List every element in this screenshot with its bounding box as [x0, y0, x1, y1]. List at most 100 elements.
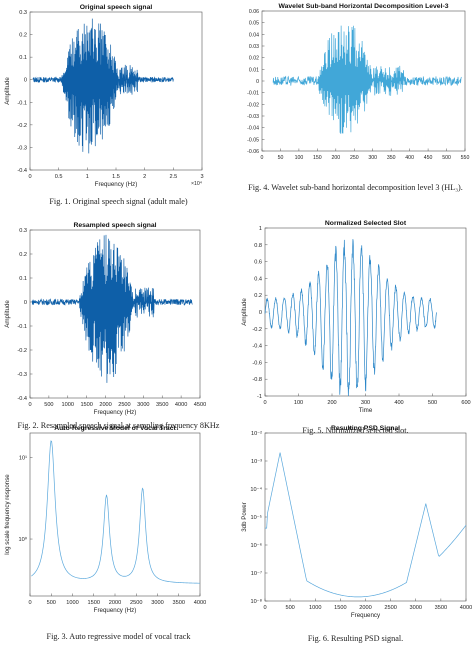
y-tick-label: 10⁻⁷ — [251, 570, 262, 577]
caption-fig2: Fig. 2. Resampled speech signal at sampl… — [17, 421, 220, 430]
x-tick-label: 350 — [387, 155, 396, 161]
chart-original-speech-svg: 0 0.5 1 1.5 2 2.5 3 -0.4 -0.3 -0.2 -0.1 0 0.1 0.2 0.3 O… — [4, 4, 204, 188]
y-tick-label: 10⁻⁵ — [251, 514, 263, 521]
x-tick-label: 600 — [461, 400, 470, 406]
y-tick-label: 10⁰ — [19, 536, 28, 543]
x-tick-label: 2000 — [109, 600, 121, 606]
x-tick-label: 3500 — [173, 600, 185, 606]
x-tick-label: 2500 — [384, 605, 396, 611]
x-tick-label: 2 — [143, 174, 146, 180]
caption-fig1: Fig. 1. Original speech signal (adult ma… — [49, 197, 188, 206]
plot-frame — [29, 432, 201, 597]
caption-fig4: Fig. 4. Wavelet sub-band horizontal deco… — [248, 183, 463, 192]
x-tick-label: 300 — [361, 400, 370, 406]
series-line — [265, 452, 467, 598]
y-tick-label: 0.4 — [254, 276, 262, 282]
x-axis-label: Frequency (Hz) — [94, 409, 137, 416]
series-line — [32, 18, 174, 154]
y-tick-label: 10⁻⁸ — [250, 598, 262, 605]
chart-wavelet-svg: 0 50 100 150 200 250 300 350 400 450 500 550 -0.06 -0… — [247, 3, 469, 161]
x-tick-label: 3500 — [156, 402, 168, 408]
chart-normalized-slot: 0 100 200 300 400 500 600 -1 -0.8 -0.6 -0.4 -0.2 0 0.… — [237, 216, 474, 440]
x-axis-label: Time — [359, 407, 373, 414]
chart-wavelet: 0 50 100 150 200 250 300 350 400 450 500 550 -0.06 -0… — [237, 0, 474, 216]
x-tick-label: 3000 — [137, 402, 149, 408]
series-line — [264, 239, 437, 396]
x-tick-label: 1000 — [66, 600, 78, 606]
chart-normalized-slot-svg: 0 100 200 300 400 500 600 -1 -0.8 -0.6 -0.4 -0.2 0 0.… — [241, 220, 471, 414]
x-tick-label: 250 — [350, 155, 359, 161]
y-tick-label: 0.01 — [249, 67, 259, 73]
y-axis-label: Amplitude — [4, 77, 11, 105]
plot-frame — [264, 432, 467, 602]
x-tick-label: 3000 — [151, 600, 163, 606]
x-tick-label: 3000 — [410, 605, 422, 611]
x-tick-label: 0 — [28, 174, 31, 180]
x-tick-label: 2.5 — [169, 174, 177, 180]
y-tick-label: 0.3 — [19, 228, 27, 234]
caption-fig5: Fig. 5. Normalized selected slot. — [302, 426, 409, 435]
y-tick-label: 0.3 — [19, 10, 27, 16]
y-tick-label: 0.02 — [249, 56, 259, 62]
x-tick-label: 4000 — [460, 605, 472, 611]
x-tick-label: 200 — [327, 400, 336, 406]
y-tick-label: 10⁻⁶ — [251, 542, 262, 549]
y-tick-label: 0.03 — [249, 44, 259, 50]
y-tick-label: -0.1 — [17, 100, 27, 106]
x-tick-label: 2500 — [118, 402, 130, 408]
series-line — [31, 234, 193, 383]
x-tick-label: 400 — [394, 400, 403, 406]
x-tick-label: 0.5 — [55, 174, 63, 180]
x-tick-label: 500 — [285, 605, 294, 611]
y-tick-label: -0.6 — [252, 360, 262, 366]
y-tick-label: -0.4 — [17, 168, 27, 174]
y-tick-label: -0.1 — [17, 324, 27, 330]
y-tick-label: -0.4 — [17, 396, 27, 402]
x-axis-label: Frequency (Hz) — [94, 607, 137, 614]
y-tick-label: 0.8 — [254, 243, 262, 249]
y-tick-label: 1 — [259, 226, 262, 232]
y-tick-label: 0.1 — [19, 276, 27, 282]
y-tick-label: 0.2 — [254, 293, 262, 299]
x-tick-label: 150 — [313, 155, 322, 161]
chart-title: Normalized Selected Slot — [325, 220, 407, 227]
caption-fig3: Fig. 3. Auto regressive model of vocal t… — [46, 632, 191, 641]
chart-title: Resampled speech signal — [73, 222, 156, 229]
y-tick-label: -0.3 — [17, 145, 27, 151]
x-tick-label: 3 — [200, 174, 203, 180]
chart-title: Original speech signal — [80, 4, 153, 11]
y-axis-label: Amplitude — [4, 300, 11, 328]
x-tick-label: 1500 — [88, 600, 100, 606]
x-tick-label: 50 — [278, 155, 284, 161]
y-tick-label: -0.2 — [17, 123, 27, 129]
x-axis-label: Frequency — [351, 612, 381, 619]
x-tick-label: 100 — [294, 400, 303, 406]
x-tick-label: 3500 — [435, 605, 447, 611]
chart-resampled-speech-svg: 0 500 1000 1500 2000 2500 3000 3500 4000 4500 -0.4… — [4, 222, 206, 416]
y-tick-label: 10⁻³ — [251, 459, 262, 465]
x-tick-label: 0 — [263, 605, 266, 611]
chart-title: Wavelet Sub-band Horizontal Decompositio… — [278, 3, 448, 10]
y-tick-label: -0.2 — [252, 327, 262, 333]
caption-fig6: Fig. 6. Resulting PSD signal. — [307, 634, 404, 643]
plot-frame — [29, 229, 201, 399]
y-tick-label: 0.1 — [19, 55, 27, 61]
x-tick-label: 200 — [331, 155, 340, 161]
x-tick-label: 2000 — [359, 605, 371, 611]
y-tick-label: -0.04 — [247, 126, 259, 132]
y-tick-label: -0.8 — [252, 377, 262, 383]
x-tick-label: 500 — [442, 155, 451, 161]
y-axis-label: 3db Power — [241, 502, 248, 532]
x-tick-label: 1000 — [62, 402, 74, 408]
y-tick-label: 0 — [256, 79, 259, 85]
chart-title: Resulting PSD Signal — [331, 425, 400, 432]
y-axis-label: log scale frequency response — [4, 474, 11, 555]
x-tick-label: 1 — [86, 174, 89, 180]
y-tick-label: -0.01 — [247, 91, 259, 97]
x-tick-label: 1000 — [309, 605, 321, 611]
y-tick-label: 10¹ — [19, 456, 27, 462]
x-tick-label: 4000 — [175, 402, 187, 408]
x-tick-label: 400 — [405, 155, 414, 161]
x-tick-label: 100 — [295, 155, 304, 161]
y-tick-label: 0.2 — [19, 33, 27, 39]
